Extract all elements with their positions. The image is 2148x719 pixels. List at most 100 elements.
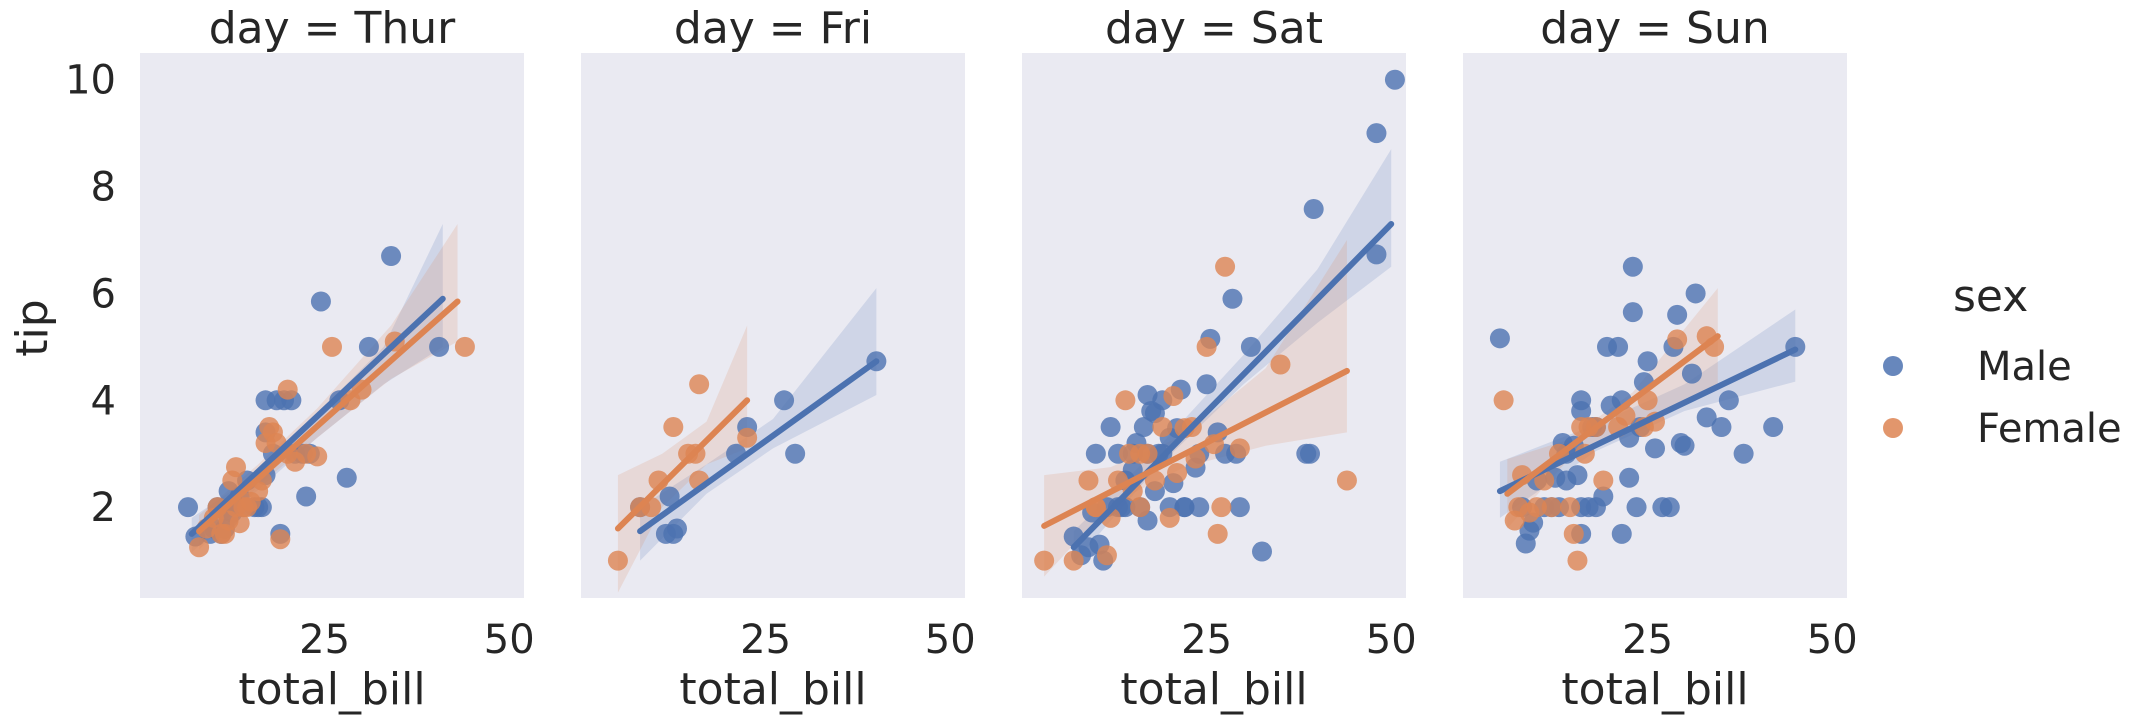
- regression-line-female: [1041, 367, 1350, 529]
- data-point: [1189, 497, 1210, 518]
- data-point: [1366, 244, 1387, 265]
- data-point: [1493, 390, 1514, 411]
- data-point: [1526, 497, 1547, 518]
- data-point: [1489, 328, 1510, 349]
- data-point: [1560, 497, 1581, 518]
- data-point: [1711, 417, 1732, 438]
- x-axis-label: total_bill: [1561, 664, 1748, 715]
- data-point: [1366, 123, 1387, 144]
- regression-line-female: [196, 298, 461, 535]
- x-tick-label: 25: [740, 617, 791, 663]
- x-axis-label: total_bill: [238, 664, 425, 715]
- data-point: [1336, 470, 1357, 491]
- data-point: [1115, 390, 1136, 411]
- data-point: [689, 374, 710, 395]
- x-tick-label: 50: [925, 617, 976, 663]
- data-point: [1303, 199, 1324, 220]
- data-point: [229, 513, 250, 534]
- facet-3: day = Sat 25 50 total_bill: [1022, 3, 1417, 715]
- data-point: [1152, 417, 1173, 438]
- data-point: [1611, 523, 1632, 544]
- data-point: [178, 497, 198, 518]
- data-point: [737, 427, 758, 448]
- data-point: [1034, 550, 1055, 571]
- data-point: [310, 291, 331, 312]
- data-point: [1300, 443, 1320, 464]
- confidence-band-female: [1044, 240, 1347, 577]
- x-axis-label: total_bill: [1120, 664, 1307, 715]
- data-point: [1593, 470, 1614, 491]
- data-point: [1207, 523, 1228, 544]
- regression-line-female: [1504, 333, 1721, 497]
- data-point: [1096, 545, 1117, 566]
- legend-label-female: Female: [1977, 406, 2122, 452]
- data-point: [1163, 386, 1184, 407]
- points-male: [630, 351, 887, 544]
- data-point: [1078, 470, 1099, 491]
- data-point: [1211, 497, 1232, 518]
- data-point: [774, 390, 795, 411]
- data-point: [381, 246, 402, 267]
- legend-label-male: Male: [1977, 344, 2072, 390]
- data-point: [226, 457, 246, 478]
- data-point: [1681, 363, 1702, 384]
- confidence-band-male: [1499, 309, 1796, 518]
- x-tick-label: 25: [299, 617, 350, 663]
- data-point: [1619, 467, 1640, 488]
- data-point: [1130, 497, 1151, 518]
- data-point: [454, 336, 475, 357]
- panel-background: [140, 53, 524, 598]
- facet-title: day = Sun: [1540, 3, 1769, 54]
- data-point: [667, 518, 687, 539]
- legend-title: sex: [1953, 271, 2028, 322]
- facet-1: day = Thur 25 50 total_bill 2 4 6 8 10 tip: [7, 3, 535, 715]
- facet-title: day = Fri: [674, 3, 872, 54]
- facet-title: day = Sat: [1105, 3, 1323, 54]
- data-point: [1622, 256, 1643, 277]
- data-point: [1270, 354, 1291, 375]
- data-point: [1567, 550, 1588, 571]
- y-tick-label: 2: [91, 485, 116, 531]
- data-point: [358, 336, 379, 357]
- data-point: [1571, 390, 1592, 411]
- legend-marker-male: [1883, 356, 1903, 376]
- data-point: [1718, 390, 1739, 411]
- x-tick-label: 25: [1622, 617, 1673, 663]
- facet-title: day = Thur: [209, 3, 456, 54]
- y-tick-label: 6: [91, 271, 116, 317]
- data-point: [785, 443, 806, 464]
- y-axis-label: tip: [7, 299, 58, 356]
- data-point: [1674, 435, 1695, 456]
- data-point: [270, 529, 291, 550]
- data-point: [1240, 336, 1261, 357]
- data-point: [659, 486, 680, 507]
- data-point: [322, 336, 342, 357]
- x-tick-label: 50: [484, 617, 535, 663]
- data-point: [1133, 417, 1154, 438]
- data-point: [1645, 438, 1665, 459]
- data-point: [277, 379, 298, 400]
- data-point: [1063, 550, 1084, 571]
- regression-line-male: [637, 358, 880, 535]
- legend: sex Male Female: [1883, 271, 2122, 452]
- y-tick-label: 8: [91, 165, 116, 211]
- data-point: [336, 467, 357, 488]
- data-point: [1215, 256, 1236, 277]
- x-tick-label: 25: [1181, 617, 1232, 663]
- data-point: [1196, 336, 1217, 357]
- data-point: [1622, 302, 1643, 323]
- facet-panels: day = Thur 25 50 total_bill 2 4 6 8 10 tip day = F…: [7, 3, 1858, 715]
- x-axis-label: total_bill: [679, 664, 866, 715]
- data-point: [1222, 288, 1243, 309]
- data-point: [1563, 523, 1584, 544]
- data-point: [1637, 351, 1658, 372]
- data-point: [607, 550, 628, 571]
- data-point: [1608, 336, 1629, 357]
- data-point: [1174, 497, 1195, 518]
- data-point: [1541, 497, 1562, 518]
- data-point: [1667, 304, 1688, 325]
- data-point: [1567, 465, 1588, 486]
- data-point: [1167, 462, 1188, 483]
- data-point: [1696, 407, 1717, 428]
